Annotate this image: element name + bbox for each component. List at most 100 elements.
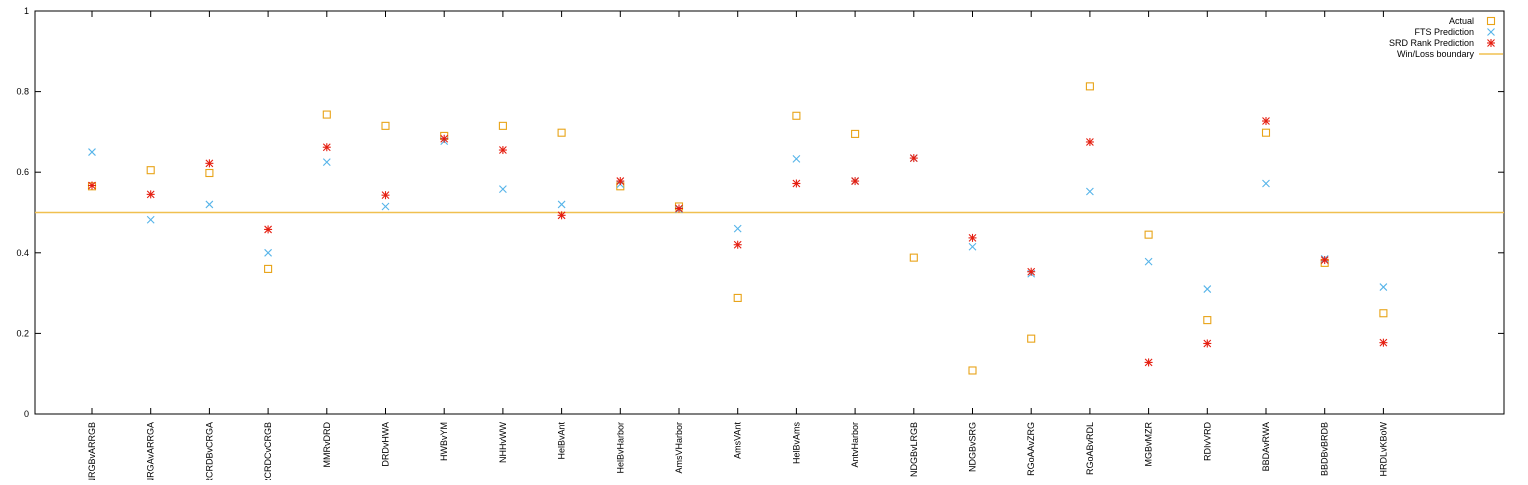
data-point xyxy=(968,242,977,251)
x-category-label: MMRvDRD xyxy=(322,422,332,468)
x-category-label: DRDvHWA xyxy=(381,422,391,467)
x-category-label: RGoABvRDL xyxy=(1085,422,1095,475)
x-marker-stroke xyxy=(1379,283,1388,291)
x-category-label: NDGBvLRGB xyxy=(909,422,919,477)
x-category-label: NHHvWW xyxy=(498,422,508,463)
data-point xyxy=(1262,179,1270,188)
data-point xyxy=(616,177,625,186)
data-point xyxy=(733,224,742,233)
square-marker xyxy=(264,264,273,273)
square-marker xyxy=(733,293,742,302)
data-point xyxy=(322,143,331,152)
data-point xyxy=(205,168,214,178)
square-marker xyxy=(322,110,331,119)
y-tick-label: 0.8 xyxy=(16,87,29,97)
legend-marker xyxy=(1486,16,1496,26)
data-point xyxy=(733,240,742,249)
data-point xyxy=(557,200,566,209)
x-category-label: BBDBvBRDB xyxy=(1320,422,1330,476)
x-marker-stroke xyxy=(499,185,507,194)
data-point xyxy=(1027,267,1036,276)
data-point xyxy=(264,264,273,273)
data-point xyxy=(1144,230,1153,239)
data-point xyxy=(1144,358,1153,367)
data-point xyxy=(909,154,918,163)
x-marker-stroke xyxy=(733,224,742,233)
square-marker xyxy=(1486,16,1496,26)
data-point xyxy=(498,121,507,130)
square-marker xyxy=(381,121,390,130)
data-point xyxy=(1379,338,1388,347)
x-category-label: AntvHarbor xyxy=(850,422,860,468)
x-marker-stroke xyxy=(381,202,390,211)
legend-label: Win/Loss boundary xyxy=(1397,49,1475,59)
square-marker xyxy=(1203,316,1212,325)
data-point xyxy=(1320,256,1329,265)
data-point xyxy=(1086,187,1094,196)
x-category-label: NRGBvARRGB xyxy=(87,422,97,480)
square-marker xyxy=(557,128,566,137)
y-tick-label: 0.6 xyxy=(16,167,29,177)
y-axis: 0 0.2 0.4 0.6 0.8 1 xyxy=(16,6,1504,419)
data-point xyxy=(1379,309,1388,318)
x-marker-stroke xyxy=(264,248,272,257)
data-point xyxy=(1085,137,1094,146)
data-point xyxy=(1203,285,1212,293)
square-marker xyxy=(1379,309,1388,318)
square-marker xyxy=(968,366,977,375)
y-tick-label: 0 xyxy=(24,409,29,419)
data-point xyxy=(1261,128,1271,137)
data-point xyxy=(792,155,801,163)
data-point xyxy=(557,128,566,137)
square-marker xyxy=(1261,128,1271,137)
x-marker-stroke xyxy=(1203,285,1212,293)
x-marker-stroke xyxy=(1487,28,1495,36)
legend-label: FTS Prediction xyxy=(1414,27,1474,37)
data-point xyxy=(88,181,96,190)
legend-label: SRD Rank Prediction xyxy=(1389,38,1474,48)
data-point xyxy=(264,248,272,257)
square-marker xyxy=(146,166,155,175)
square-marker xyxy=(498,121,507,130)
data-point xyxy=(1203,316,1212,325)
data-point xyxy=(1085,82,1094,91)
x-category-label: RDIvVRD xyxy=(1202,422,1212,462)
x-category-label: RCRDCvCRGB xyxy=(263,422,273,480)
data-point xyxy=(792,111,801,120)
x-category-label: RGoAAvZRG xyxy=(1026,422,1036,476)
data-point xyxy=(498,146,507,155)
x-marker-stroke xyxy=(792,155,801,163)
x-marker-stroke xyxy=(146,215,155,224)
x-marker-stroke xyxy=(88,148,96,156)
data-point xyxy=(146,190,155,199)
x-marker-stroke xyxy=(1086,187,1094,196)
legend-marker xyxy=(1487,39,1495,47)
x-marker-stroke xyxy=(968,242,977,251)
data-point xyxy=(205,200,214,209)
data-point xyxy=(851,129,860,138)
x-marker-stroke xyxy=(322,158,331,167)
data-point xyxy=(264,225,273,234)
data-point xyxy=(381,191,390,200)
data-point xyxy=(557,211,566,220)
y-tick-label: 1 xyxy=(24,6,29,16)
data-point xyxy=(968,366,977,375)
data-point xyxy=(88,148,96,156)
legend-marker xyxy=(1487,28,1495,36)
data-point xyxy=(1027,334,1036,343)
square-marker xyxy=(851,129,860,138)
x-marker-stroke xyxy=(1144,257,1153,266)
square-marker xyxy=(1027,334,1036,343)
square-marker xyxy=(1085,82,1094,91)
data-point xyxy=(1379,283,1388,291)
x-marker-stroke xyxy=(557,200,566,209)
data-point xyxy=(440,134,449,143)
x-category-label: HelBvAnt xyxy=(557,422,567,460)
square-marker xyxy=(205,168,214,178)
data-point xyxy=(675,204,683,213)
x-category-label: HWBvYM xyxy=(439,422,449,461)
data-point xyxy=(968,233,977,242)
data-point xyxy=(146,215,155,224)
